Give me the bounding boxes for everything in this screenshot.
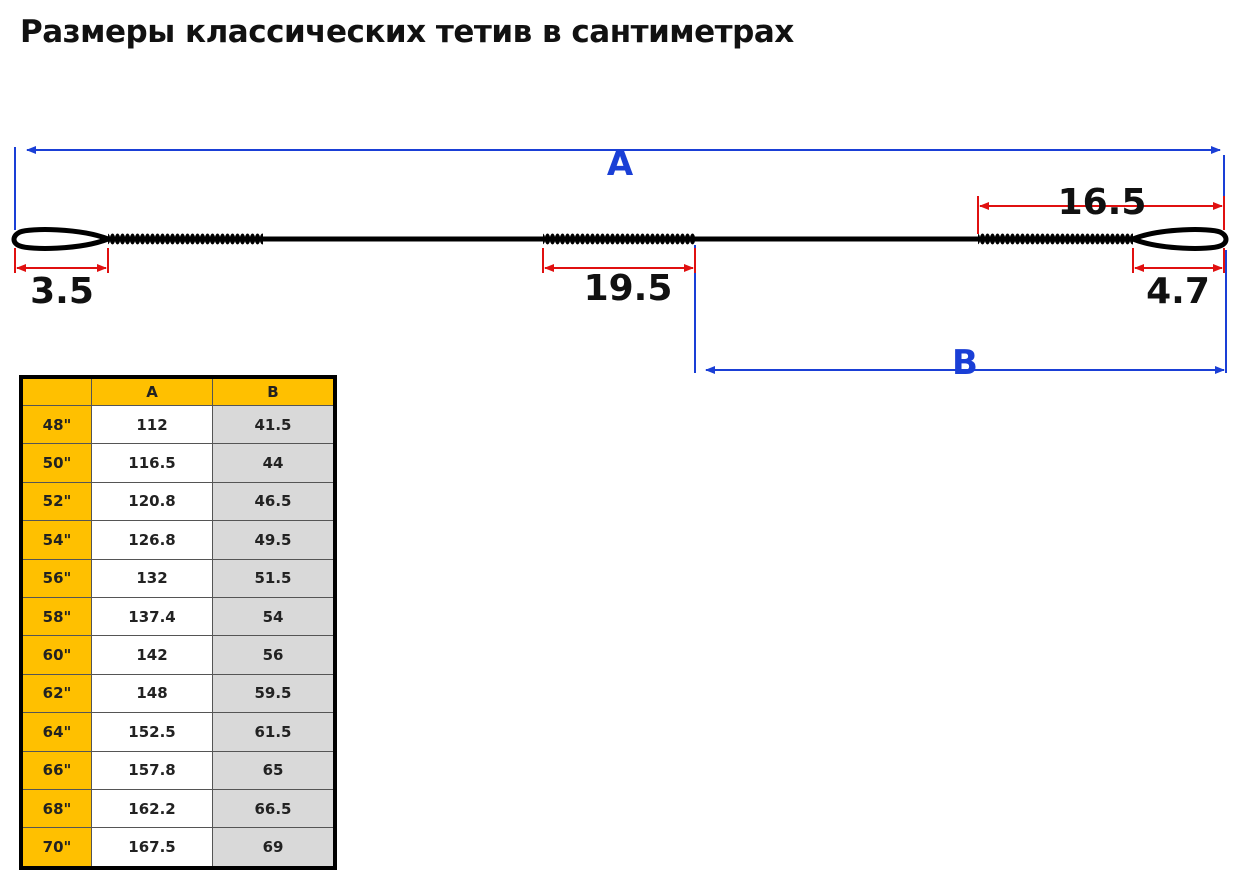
center-serving-label: 19.5: [584, 268, 673, 309]
table-row: 58" 137.4 54: [20, 596, 336, 637]
b-cell: 56: [212, 635, 336, 675]
size-cell: 54": [20, 520, 92, 560]
header-cell: A: [91, 376, 213, 406]
left-loop: [11, 227, 115, 251]
dimension-center-serving: [542, 248, 696, 273]
table-row: 50" 116.5 44: [20, 443, 336, 483]
a-cell: 126.8: [91, 520, 213, 560]
size-cell: 62": [20, 673, 92, 714]
table-row: 60" 142 56: [20, 635, 336, 675]
table-row: 62" 148 59.5: [20, 673, 336, 714]
loop-left-label: 3.5: [30, 271, 94, 312]
size-table: A B 48" 112 41.5 50" 116.5 44 52" 120.8 46.5 54" 1…: [19, 375, 337, 870]
a-cell: 148: [91, 673, 213, 714]
size-cell: 68": [20, 788, 92, 829]
size-cell: 70": [20, 827, 92, 869]
b-cell: 51.5: [212, 558, 336, 598]
b-cell: 41.5: [212, 404, 336, 445]
b-cell: 54: [212, 596, 336, 637]
a-cell: 152.5: [91, 712, 213, 752]
a-cell: 142: [91, 635, 213, 675]
page-title: Размеры классических тетив в сантиметрах: [20, 14, 794, 50]
size-cell: 58": [20, 596, 92, 637]
bowstring: [11, 227, 1229, 251]
size-cell: 60": [20, 635, 92, 675]
dimension-A-label: A: [607, 144, 634, 184]
b-cell: 69: [212, 827, 336, 869]
dimension-B-label: B: [952, 343, 978, 380]
table-row: 54" 126.8 49.5: [20, 520, 336, 560]
b-cell: 44: [212, 443, 336, 483]
size-cell: 48": [20, 404, 92, 445]
left-serving: [108, 233, 263, 245]
b-cell: 65: [212, 750, 336, 790]
size-cell: 50": [20, 443, 92, 483]
size-cell: 56": [20, 558, 92, 598]
right-serving: [978, 233, 1133, 245]
a-cell: 132: [91, 558, 213, 598]
header-cell: [20, 376, 92, 406]
size-cell: 64": [20, 712, 92, 752]
a-cell: 167.5: [91, 827, 213, 869]
center-serving: [543, 233, 695, 245]
right-serving-label: 16.5: [1058, 182, 1147, 223]
table-row: 48" 112 41.5: [20, 404, 336, 445]
loop-right-label: 4.7: [1146, 271, 1210, 312]
table-row: 52" 120.8 46.5: [20, 481, 336, 522]
table-row: 68" 162.2 66.5: [20, 788, 336, 829]
table-row: 56" 132 51.5: [20, 558, 336, 598]
a-cell: 112: [91, 404, 213, 445]
header-cell: B: [212, 376, 336, 406]
a-cell: 157.8: [91, 750, 213, 790]
b-cell: 61.5: [212, 712, 336, 752]
b-cell: 66.5: [212, 788, 336, 829]
right-loop: [1126, 227, 1229, 251]
dimension-loop-right: [1132, 248, 1225, 273]
b-cell: 59.5: [212, 673, 336, 714]
table-row: 70" 167.5 69: [20, 827, 336, 869]
b-cell: 46.5: [212, 481, 336, 522]
a-cell: 137.4: [91, 596, 213, 637]
table-header-row: A B: [20, 376, 336, 406]
size-cell: 66": [20, 750, 92, 790]
dimension-loop-left: [14, 248, 109, 273]
dimension-right-serving: [977, 196, 1225, 234]
a-cell: 120.8: [91, 481, 213, 522]
b-cell: 49.5: [212, 520, 336, 560]
size-cell: 52": [20, 481, 92, 522]
a-cell: 116.5: [91, 443, 213, 483]
table-row: 64" 152.5 61.5: [20, 712, 336, 752]
a-cell: 162.2: [91, 788, 213, 829]
bowstring-diagram: A B 3.5 19.5 16.5 4.7: [11, 144, 1229, 380]
table-row: 66" 157.8 65: [20, 750, 336, 790]
